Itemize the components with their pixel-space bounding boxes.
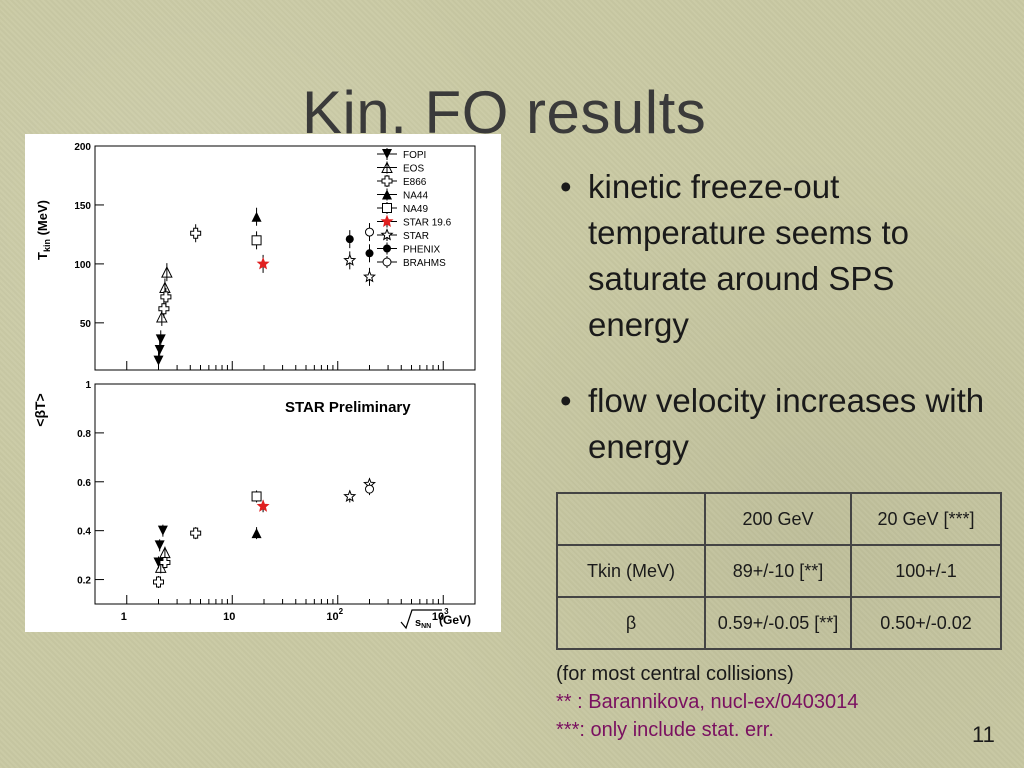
y-tick-label: 1 — [85, 380, 91, 391]
marker-cross-open — [153, 576, 165, 588]
x-axis-label-sub: NN — [421, 623, 431, 630]
results-table: 200 GeV 20 GeV [***] Tkin (MeV) 89+/-10 … — [556, 492, 1002, 650]
marker-triangle-down — [157, 525, 168, 536]
results-figure: 50 100 150 200 Tkin (MeV) FOPI EOS E866 NA44 NA49… — [25, 134, 501, 632]
marker-circle — [383, 244, 391, 253]
marker-star-open — [343, 489, 357, 503]
legend — [377, 148, 397, 268]
bullet-text: kinetic freeze-out temperature seems to … — [588, 168, 909, 343]
marker-star-red — [256, 257, 270, 270]
y-tick-label: 50 — [80, 319, 92, 330]
freeze-out-plots: 50 100 150 200 Tkin (MeV) FOPI EOS E866 NA44 NA49… — [32, 142, 476, 630]
marker-triangle-down — [382, 149, 392, 159]
footnote: ***: only include stat. err. — [556, 719, 774, 741]
bullet-item: • flow velocity increases with energy — [560, 378, 1000, 470]
marker-circle — [345, 235, 354, 244]
table-cell: 89+/-10 [**] — [704, 544, 852, 598]
footnotes: (for most central collisions) ** : Baran… — [556, 660, 858, 744]
marker-square-open — [251, 235, 262, 246]
x-axis-unit: (GeV) — [439, 613, 471, 627]
table-cell: 100+/-1 — [850, 544, 1002, 598]
marker-circle-open — [365, 227, 375, 237]
marker-triangle-down — [154, 344, 165, 355]
legend-label: PHENIX — [403, 245, 441, 256]
table-header-cell: 200 GeV — [704, 492, 852, 546]
bullet-dot-icon: • — [560, 382, 572, 419]
plot-frame — [94, 145, 476, 371]
y-axis-label: Tkin (MeV) — [35, 200, 52, 260]
y-axis-label-main: T — [35, 252, 50, 260]
sqrt-sign-icon — [400, 609, 442, 630]
marker-cross-open — [190, 527, 202, 539]
table-row: β 0.59+/-0.05 [**] 0.50+/-0.02 — [556, 596, 1002, 650]
y-tick-label: 0.8 — [77, 429, 91, 440]
marker-triangle-down — [154, 540, 165, 551]
table-cell: Tkin (MeV) — [556, 544, 706, 598]
x-tick-exponent: 3 — [444, 607, 449, 616]
y-tick-label: 0.4 — [77, 527, 91, 538]
legend-label: E866 — [403, 177, 427, 188]
table-cell: β — [556, 596, 706, 650]
legend-label: BRAHMS — [403, 258, 446, 269]
x-tick-label: 1 — [121, 611, 127, 623]
table-header-cell — [556, 492, 706, 546]
y-axis-label: <βT> — [32, 393, 48, 426]
legend-label: NA49 — [403, 204, 428, 215]
marker-star-open — [380, 228, 394, 241]
marker-square-open — [382, 203, 392, 213]
bullet-list: • kinetic freeze-out temperature seems t… — [560, 164, 1000, 500]
marker-cross-open — [159, 556, 171, 568]
y-tick-label: 0.2 — [77, 576, 91, 587]
marker-circle-open — [365, 484, 375, 494]
marker-circle — [365, 249, 374, 258]
table-header-row: 200 GeV 20 GeV [***] — [556, 492, 1002, 546]
tkin-panel — [94, 145, 476, 371]
marker-star-red — [380, 214, 394, 227]
bullet-dot-icon: • — [560, 168, 572, 205]
chart-title: STAR Preliminary — [285, 399, 411, 416]
page-number: 11 — [972, 722, 995, 747]
table-cell: 0.59+/-0.05 [**] — [704, 596, 852, 650]
marker-star-open — [363, 270, 376, 283]
table-header-cell: 20 GeV [***] — [850, 492, 1002, 546]
marker-square-open — [251, 491, 262, 502]
legend-label: STAR 19.6 — [403, 218, 452, 229]
bullet-item: • kinetic freeze-out temperature seems t… — [560, 164, 1000, 348]
x-tick-label: 102 — [326, 607, 343, 623]
marker-triangle-up-open — [381, 161, 393, 173]
marker-triangle-down — [153, 355, 164, 366]
marker-triangle-up — [251, 528, 262, 539]
y-tick-label: 0.6 — [77, 478, 91, 489]
y-tick-label: 150 — [74, 201, 91, 212]
legend-label: NA44 — [403, 191, 428, 202]
marker-triangle-down — [155, 334, 166, 345]
bullet-text: flow velocity increases with energy — [588, 382, 985, 465]
legend-label: STAR — [403, 231, 429, 242]
marker-star-open — [343, 253, 357, 266]
x-tick-label: 10 — [223, 611, 235, 623]
footnote: (for most central collisions) — [556, 663, 794, 685]
legend-label: FOPI — [403, 150, 426, 161]
beta-panel — [94, 383, 476, 605]
y-tick-label: 100 — [74, 260, 91, 271]
marker-cross-open — [160, 291, 172, 303]
x-tick-exponent: 2 — [339, 607, 344, 616]
plot-frame — [94, 383, 476, 605]
footnote: ** : Barannikova, nucl-ex/0403014 — [556, 691, 859, 713]
marker-triangle-up — [251, 211, 262, 222]
y-tick-label: 200 — [74, 142, 91, 153]
legend-label: EOS — [403, 164, 424, 175]
marker-circle-open — [382, 257, 392, 267]
marker-star-red — [256, 499, 270, 512]
marker-triangle-up-open — [161, 266, 173, 278]
table-row: Tkin (MeV) 89+/-10 [**] 100+/-1 — [556, 544, 1002, 598]
y-axis-label-unit: (MeV) — [35, 200, 50, 239]
table-cell: 0.50+/-0.02 — [850, 596, 1002, 650]
marker-cross-open — [190, 227, 202, 239]
marker-triangle-up — [382, 189, 392, 200]
y-axis-label-sub: kin — [42, 239, 52, 252]
marker-cross-open — [158, 303, 170, 315]
marker-cross-open — [381, 175, 393, 187]
x-axis-label: sNN — [415, 617, 431, 630]
